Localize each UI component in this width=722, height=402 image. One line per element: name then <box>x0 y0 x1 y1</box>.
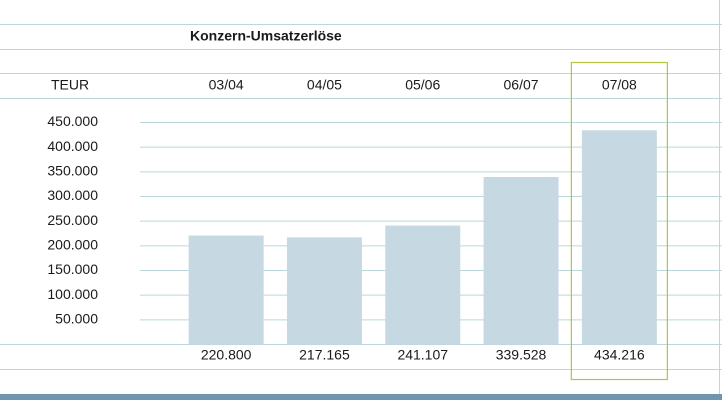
bar <box>188 235 264 345</box>
value-label: 217.165 <box>299 347 350 363</box>
y-tick-label: 200.000 <box>47 237 98 253</box>
y-tick-label: 350.000 <box>47 163 98 179</box>
y-tick-label: 450.000 <box>47 113 98 129</box>
value-label: 241.107 <box>397 347 448 363</box>
bar <box>483 176 559 345</box>
x-tick-label: 05/06 <box>405 77 440 93</box>
value-label: 220.800 <box>201 347 252 363</box>
y-tick-label: 400.000 <box>47 138 98 154</box>
value-label: 434.216 <box>594 347 645 363</box>
highlight-box <box>570 61 668 381</box>
x-tick-label: 07/08 <box>602 77 637 93</box>
bottom-band <box>0 394 722 400</box>
x-tick-label: 04/05 <box>307 77 342 93</box>
y-tick-label: 50.000 <box>55 311 98 327</box>
x-tick-label: 03/04 <box>209 77 244 93</box>
bar <box>385 225 461 345</box>
x-tick-label: 06/07 <box>504 77 539 93</box>
unit-label: TEUR <box>51 77 89 93</box>
y-tick-label: 250.000 <box>47 212 98 228</box>
y-tick-label: 150.000 <box>47 261 98 277</box>
bar <box>286 237 362 345</box>
y-tick-label: 100.000 <box>47 286 98 302</box>
bar <box>581 130 657 345</box>
chart-title: Konzern-Umsatzerlöse <box>190 28 342 44</box>
y-tick-label: 300.000 <box>47 187 98 203</box>
value-label: 339.528 <box>496 347 547 363</box>
